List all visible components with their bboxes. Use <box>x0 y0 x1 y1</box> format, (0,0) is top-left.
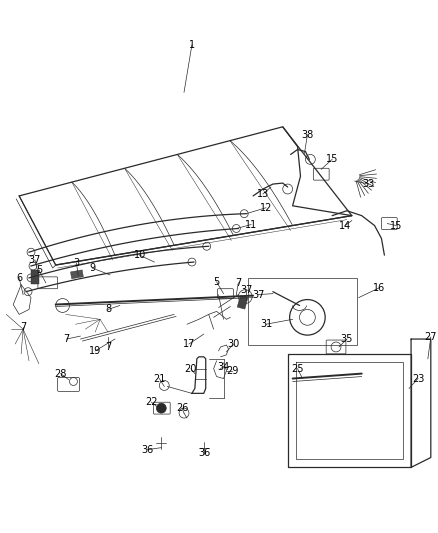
Text: 7: 7 <box>105 342 111 352</box>
Text: 8: 8 <box>105 304 111 314</box>
Text: 5: 5 <box>213 277 220 287</box>
Text: 23: 23 <box>412 374 424 384</box>
Text: 13: 13 <box>257 189 269 199</box>
Text: 20: 20 <box>185 364 197 374</box>
Text: 33: 33 <box>363 179 375 189</box>
Text: 36: 36 <box>141 445 154 455</box>
Text: 37: 37 <box>29 255 41 265</box>
Text: 26: 26 <box>176 403 188 413</box>
Text: 3: 3 <box>73 258 79 268</box>
Text: 7: 7 <box>64 334 70 344</box>
Bar <box>71 270 83 279</box>
Circle shape <box>156 403 166 413</box>
Text: 7: 7 <box>235 278 241 288</box>
Bar <box>248 278 357 345</box>
Text: 15: 15 <box>326 155 338 164</box>
Text: 6: 6 <box>16 273 22 283</box>
Text: 36: 36 <box>198 448 211 457</box>
Text: 16: 16 <box>373 282 385 293</box>
Text: 11: 11 <box>245 220 257 230</box>
Text: 17: 17 <box>183 339 195 349</box>
Text: 29: 29 <box>226 366 239 376</box>
Text: 5: 5 <box>36 265 42 275</box>
Text: 38: 38 <box>301 130 314 140</box>
Text: 19: 19 <box>89 346 101 356</box>
Bar <box>31 270 39 284</box>
Text: 35: 35 <box>341 334 353 344</box>
Text: 22: 22 <box>145 397 158 407</box>
Text: 25: 25 <box>291 364 304 374</box>
Text: 28: 28 <box>54 369 67 378</box>
Text: 7: 7 <box>20 322 26 332</box>
Text: 14: 14 <box>339 221 351 231</box>
Text: 1: 1 <box>189 40 195 50</box>
Text: 12: 12 <box>260 203 272 213</box>
Text: 31: 31 <box>260 319 272 329</box>
Text: 30: 30 <box>227 339 240 349</box>
Text: 37: 37 <box>252 289 264 300</box>
Bar <box>237 296 248 309</box>
Text: 27: 27 <box>424 332 437 342</box>
Text: 34: 34 <box>217 362 230 372</box>
Text: 10: 10 <box>134 250 146 260</box>
Text: 15: 15 <box>390 221 403 231</box>
Text: 21: 21 <box>153 374 166 384</box>
Text: 37: 37 <box>240 285 252 295</box>
Text: 9: 9 <box>89 263 95 273</box>
